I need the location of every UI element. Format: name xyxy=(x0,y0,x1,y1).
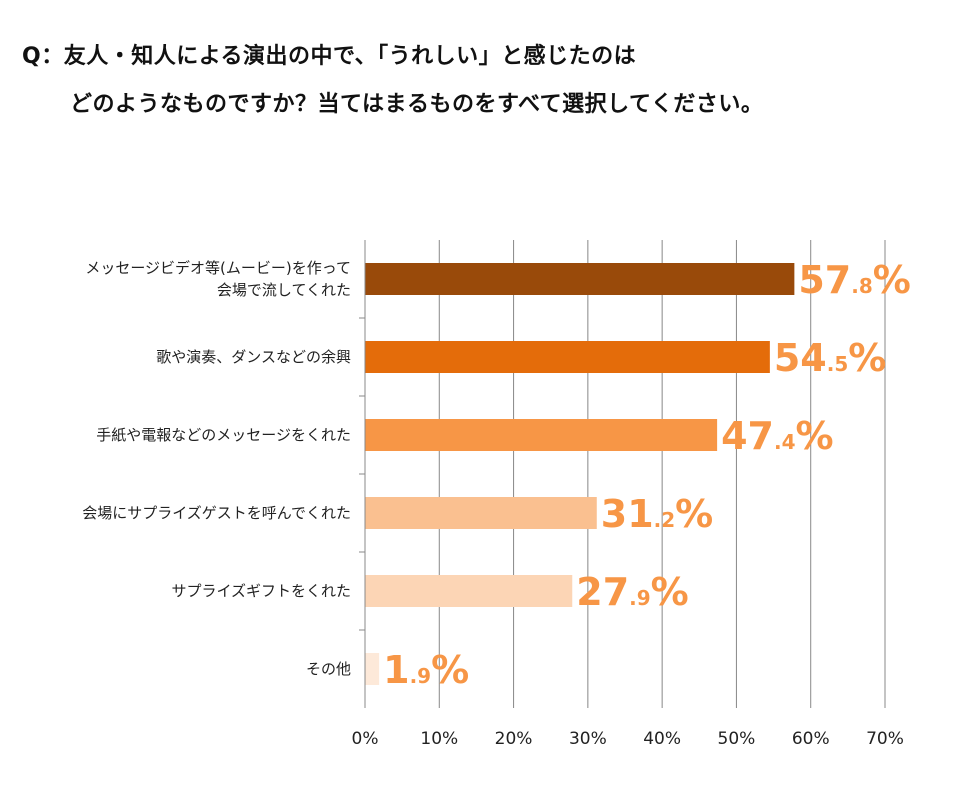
x-tick-label: 30% xyxy=(569,729,607,749)
data-label: 47.4% xyxy=(721,414,833,458)
data-label: 54.5% xyxy=(774,336,886,380)
x-tick-label: 40% xyxy=(643,729,681,749)
bar xyxy=(365,653,380,685)
category-label: 歌や演奏、ダンスなどの余興 xyxy=(156,348,351,366)
data-label: 27.9% xyxy=(576,570,688,614)
x-tick-label: 20% xyxy=(495,729,533,749)
category-label: サプライズギフトをくれた xyxy=(171,582,351,600)
bar xyxy=(365,263,795,295)
chart-subtitle: どのようなものですか？当てはまるものをすべて選択してください。 xyxy=(70,92,764,117)
data-label: 1.9% xyxy=(383,648,469,692)
category-label: その他 xyxy=(306,660,351,678)
bar xyxy=(365,575,573,607)
category-label: 手紙や電報などのメッセージをくれた xyxy=(96,426,351,444)
bar xyxy=(365,341,770,373)
x-tick-label: 50% xyxy=(718,729,756,749)
data-label: 31.2% xyxy=(601,492,713,536)
bar xyxy=(365,497,597,529)
bar xyxy=(365,419,718,451)
x-tick-label: 10% xyxy=(420,729,458,749)
x-tick-label: 70% xyxy=(866,729,904,749)
category-label: 会場にサプライズゲストを呼んでくれた xyxy=(82,504,351,522)
chart-title: Q：友人・知人による演出の中で、「うれしい」と感じたのは xyxy=(22,44,637,69)
x-tick-label: 0% xyxy=(352,729,379,749)
category-label: 会場で流してくれた xyxy=(217,281,351,299)
x-tick-label: 60% xyxy=(792,729,830,749)
category-label: メッセージビデオ等(ムービー)を作って xyxy=(85,259,351,277)
data-label: 57.8% xyxy=(798,258,910,302)
